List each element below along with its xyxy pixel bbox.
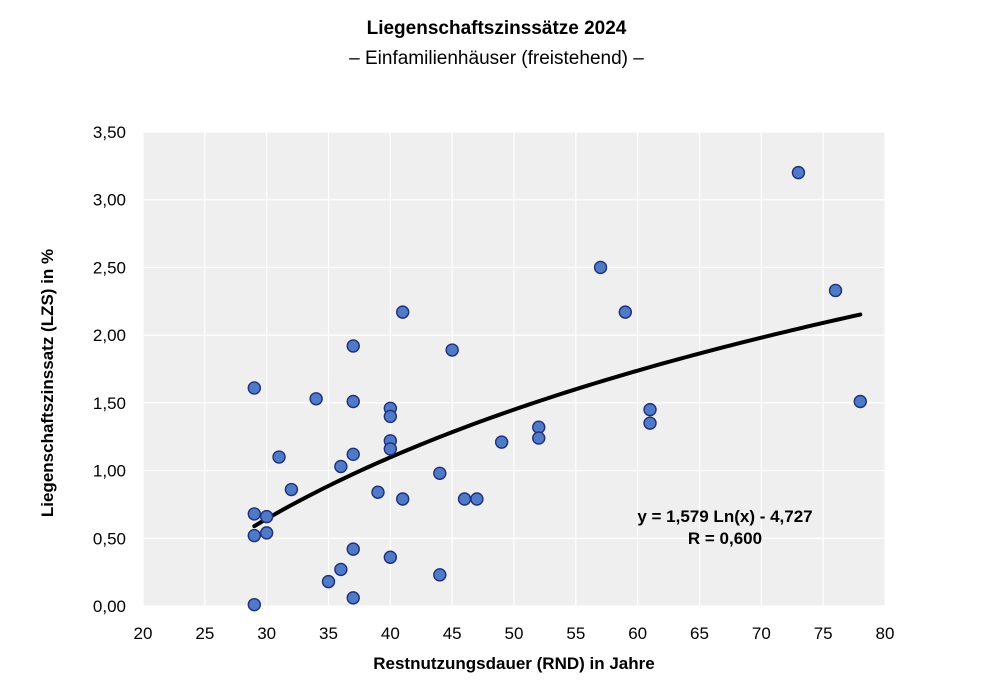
data-point: [643, 416, 657, 430]
y-tick-label: 0,50: [93, 529, 126, 548]
data-point: [247, 597, 262, 612]
data-point: [445, 343, 459, 357]
gridlines: [142, 131, 886, 607]
data-points: [247, 165, 867, 612]
x-tick-label: 50: [505, 624, 524, 643]
data-point: [383, 442, 398, 456]
y-axis-label: Liegenschaftszinssatz (LZS) in %: [38, 249, 57, 517]
data-point: [247, 507, 262, 521]
x-tick-label: 35: [319, 624, 338, 643]
data-point: [853, 394, 867, 409]
data-point: [433, 568, 447, 582]
y-axis-ticks: 0,00 0,50 1,00 1,50 2,00 2,50 3,00 3,50: [93, 123, 126, 616]
x-tick-label: 60: [628, 624, 647, 643]
x-tick-label: 65: [690, 624, 709, 643]
chart-title: Liegenschaftszinssätze 2024: [366, 18, 627, 39]
data-point: [259, 509, 274, 524]
y-tick-label: 2,50: [93, 258, 126, 277]
y-tick-label: 1,50: [93, 394, 126, 413]
data-point: [321, 574, 336, 589]
x-tick-label: 30: [257, 624, 276, 643]
x-axis-label: Restnutzungsdauer (RND) in Jahre: [373, 654, 654, 673]
x-tick-label: 45: [443, 624, 462, 643]
data-point: [828, 283, 843, 298]
data-point: [383, 409, 398, 424]
data-point: [383, 550, 398, 564]
data-point: [643, 402, 657, 417]
x-tick-label: 20: [134, 624, 153, 643]
x-tick-label: 40: [381, 624, 400, 643]
data-point: [346, 447, 360, 462]
chart-subtitle: – Einfamilienhäuser (freistehend) –: [349, 48, 644, 69]
y-tick-label: 0,00: [93, 597, 126, 616]
x-axis-ticks: 20 25 30 35 40 45 50 55 60 65 70 75 80: [134, 624, 895, 643]
data-point: [259, 526, 274, 540]
data-point: [247, 528, 262, 543]
trend-line: [252, 312, 863, 529]
data-point: [334, 459, 348, 474]
x-tick-label: 25: [195, 624, 214, 643]
x-tick-label: 55: [566, 624, 585, 643]
y-tick-label: 1,00: [93, 462, 126, 481]
data-point: [272, 450, 286, 464]
data-point: [334, 562, 348, 577]
data-point: [284, 482, 299, 497]
data-point: [433, 466, 447, 480]
data-point: [593, 260, 608, 275]
data-point: [346, 394, 360, 409]
data-point: [346, 591, 360, 605]
data-point: [309, 392, 323, 406]
y-tick-label: 3,50: [93, 123, 126, 142]
trend-equation: y = 1,579 Ln(x) - 4,727: [637, 507, 812, 526]
data-point: [791, 165, 806, 180]
trend-r-value: R = 0,600: [688, 529, 762, 548]
data-point: [371, 485, 385, 499]
data-point: [346, 339, 360, 353]
y-tick-label: 3,00: [93, 191, 126, 210]
data-point: [396, 492, 410, 506]
data-point: [247, 381, 262, 395]
y-tick-label: 2,00: [93, 326, 126, 345]
x-tick-label: 80: [876, 624, 895, 643]
data-point: [346, 542, 360, 556]
x-tick-label: 75: [814, 624, 833, 643]
data-point: [457, 492, 472, 506]
data-point: [618, 305, 632, 319]
data-point: [494, 435, 509, 449]
data-point: [470, 492, 484, 506]
x-tick-label: 70: [752, 624, 771, 643]
data-point: [396, 305, 410, 319]
data-point: [532, 431, 546, 445]
